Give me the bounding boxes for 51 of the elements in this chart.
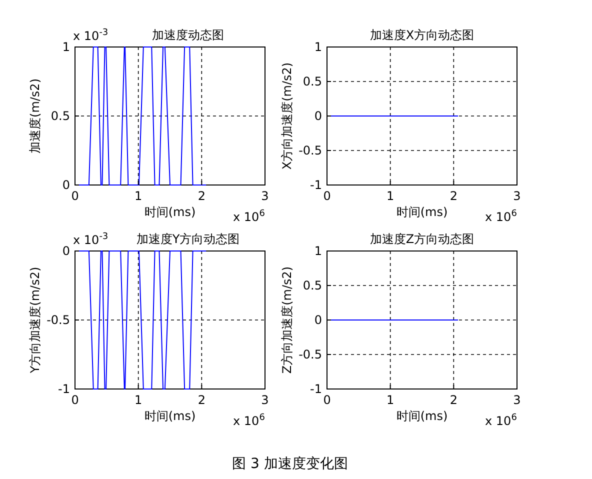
x-axis-title: 时间(ms): [396, 205, 448, 219]
chart-title: 加速度Y方向动态图: [136, 232, 240, 246]
y-tick-label: 0.5: [302, 278, 322, 292]
y-axis-title: X方向加速度(m/s2): [280, 62, 294, 170]
text: x 10$^{-3}$: [73, 28, 108, 43]
x-tick-label: 1: [134, 393, 142, 407]
x-tick-label: 3: [261, 189, 269, 203]
y-tick-label: 0: [314, 313, 322, 327]
y-tick-label: 0: [62, 244, 70, 258]
y-tick-label: -1: [58, 382, 70, 396]
x-tick-label: 2: [198, 189, 206, 203]
x-tick-label: 2: [450, 393, 458, 407]
y-tick-label: -0.5: [298, 144, 322, 158]
x-tick-label: 3: [261, 393, 269, 407]
y-tick-label: -1: [310, 382, 322, 396]
y-tick-label: -0.5: [298, 348, 322, 362]
text: x 10$^{6}$: [485, 209, 518, 224]
y-axis-title: 加速度(m/s2): [28, 78, 42, 154]
text: x 10$^{6}$: [233, 413, 266, 428]
x-tick-label: 1: [386, 393, 394, 407]
chart-title: 加速度Z方向动态图: [370, 232, 474, 246]
y-tick-label: 0: [314, 109, 322, 123]
y-tick-label: 1: [62, 40, 70, 54]
y-tick-label: 1: [314, 244, 322, 258]
x-tick-label: 3: [513, 189, 521, 203]
x-axis-title: 时间(ms): [144, 205, 196, 219]
text: x 10$^{6}$: [233, 209, 266, 224]
x-tick-label: 1: [134, 189, 142, 203]
y-axis-title: Z方向加速度(m/s2): [280, 266, 294, 374]
text: x 10$^{6}$: [485, 413, 518, 428]
x-tick-label: 0: [71, 393, 79, 407]
x-tick-label: 2: [198, 393, 206, 407]
caption: 图 3 加速度变化图: [232, 456, 348, 472]
y-tick-label: 1: [314, 40, 322, 54]
y-tick-label: 0.5: [50, 109, 70, 123]
x-tick-label: 0: [71, 189, 79, 203]
x-tick-label: 0: [323, 189, 331, 203]
x-tick-label: 0: [323, 393, 331, 407]
y-tick-label: -1: [310, 178, 322, 192]
x-axis-title: 时间(ms): [396, 409, 448, 423]
x-tick-label: 1: [386, 189, 394, 203]
x-tick-label: 3: [513, 393, 521, 407]
y-tick-label: 0.5: [302, 74, 322, 88]
text: x 10$^{-3}$: [73, 232, 108, 247]
y-tick-label: 0: [62, 178, 70, 192]
x-axis-title: 时间(ms): [144, 409, 196, 423]
x-tick-label: 2: [450, 189, 458, 203]
y-axis-title: Y方向加速度(m/s2): [28, 266, 42, 374]
chart-title: 加速度动态图: [152, 28, 224, 42]
chart-title: 加速度X方向动态图: [370, 28, 474, 42]
y-tick-label: -0.5: [46, 313, 70, 327]
